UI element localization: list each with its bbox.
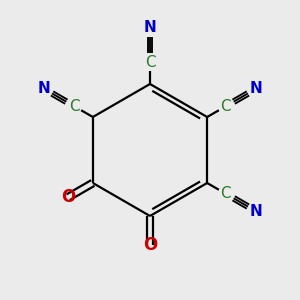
Text: N: N [249, 81, 262, 96]
Text: C: C [220, 186, 231, 201]
Text: C: C [69, 99, 80, 114]
Text: O: O [61, 188, 75, 206]
Text: C: C [145, 55, 155, 70]
Text: O: O [143, 236, 157, 253]
Text: C: C [220, 99, 231, 114]
Text: N: N [249, 203, 262, 218]
Text: N: N [38, 81, 51, 96]
Text: N: N [144, 20, 156, 35]
